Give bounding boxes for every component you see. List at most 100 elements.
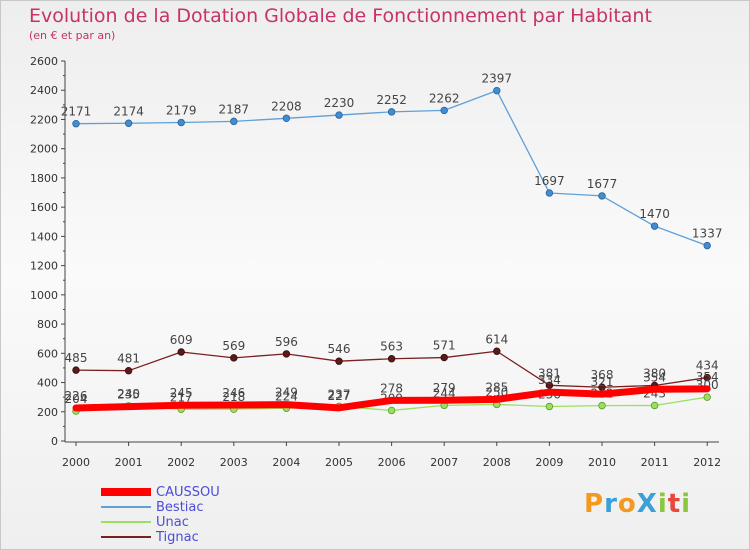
data-label-bestiac: 2252 <box>376 93 407 107</box>
data-point-bestiac <box>335 111 343 119</box>
y-tick-label: 200 <box>37 406 58 419</box>
data-label-tignac: 571 <box>433 339 456 353</box>
data-label-caussou: 235 <box>117 388 140 402</box>
data-label-bestiac: 1697 <box>534 174 565 188</box>
data-label-tignac: 569 <box>222 339 245 353</box>
data-label-tignac: 380 <box>643 366 666 380</box>
x-tick-label: 2008 <box>483 456 511 469</box>
data-point-tignac <box>387 355 396 363</box>
logo-letter: i <box>681 489 692 519</box>
legend-item-tignac: Tignac <box>101 530 361 545</box>
data-point-bestiac <box>440 106 448 115</box>
logo-letter: P <box>584 489 605 519</box>
data-label-tignac: 614 <box>485 332 508 346</box>
y-tick-label: 1800 <box>30 172 58 185</box>
logo-letter: r <box>604 489 618 519</box>
x-tick-label: 2005 <box>325 456 353 469</box>
data-label-bestiac: 2262 <box>429 91 460 105</box>
data-point-bestiac <box>282 114 291 122</box>
y-tick-label: 1200 <box>30 260 58 273</box>
data-label-bestiac: 2174 <box>113 104 144 118</box>
data-label-unac: 204 <box>65 392 88 406</box>
legend-swatch-unac <box>101 521 151 523</box>
y-tick-label: 2400 <box>30 84 58 97</box>
data-label-unac: 240 <box>117 387 140 401</box>
x-tick-label: 2012 <box>693 456 721 469</box>
x-tick-label: 2009 <box>535 456 563 469</box>
data-label-bestiac: 1470 <box>639 207 670 221</box>
y-tick-label: 1000 <box>30 289 58 302</box>
data-label-caussou: 334 <box>538 373 561 387</box>
logo-letter: t <box>667 489 682 519</box>
y-tick-label: 2200 <box>30 113 58 126</box>
data-label-tignac: 485 <box>65 351 88 365</box>
data-label-caussou: 321 <box>591 375 614 389</box>
series-line-caussou <box>72 385 711 412</box>
y-tick-label: 800 <box>37 318 58 331</box>
data-label-tignac: 434 <box>696 359 719 373</box>
data-label-caussou: 354 <box>643 370 666 384</box>
data-point-tignac <box>72 366 80 374</box>
data-point-tignac <box>545 381 554 390</box>
data-label-caussou: 285 <box>485 380 508 394</box>
data-point-bestiac <box>703 241 711 250</box>
x-tick-label: 2006 <box>378 456 406 469</box>
legend-label-bestiac: Bestiac <box>156 500 204 515</box>
x-tick-label: 2003 <box>220 456 248 469</box>
data-label-bestiac: 2179 <box>166 104 197 118</box>
data-point-tignac <box>230 354 238 362</box>
data-label-caussou: 226 <box>65 389 88 403</box>
data-label-tignac: 368 <box>591 368 614 382</box>
data-label-tignac: 481 <box>117 352 140 366</box>
data-label-bestiac: 2171 <box>61 105 92 119</box>
y-tick-label: 400 <box>37 377 58 390</box>
data-point-tignac <box>124 367 133 375</box>
data-point-bestiac <box>493 86 501 95</box>
data-label-bestiac: 2230 <box>324 96 355 110</box>
x-tick-label: 2010 <box>588 456 616 469</box>
data-point-unac <box>598 401 606 410</box>
data-label-tignac: 546 <box>328 342 351 356</box>
x-tick-label: 2007 <box>430 456 458 469</box>
data-point-tignac <box>598 383 606 391</box>
data-label-unac: 218 <box>222 390 245 404</box>
y-tick-label: 2000 <box>30 143 58 156</box>
logo-letter: i <box>657 489 668 519</box>
data-label-unac: 237 <box>328 387 351 401</box>
x-tick-label: 2002 <box>167 456 195 469</box>
data-label-unac: 217 <box>170 390 193 404</box>
y-tick-label: 2600 <box>30 55 58 68</box>
x-tick-label: 2001 <box>115 456 143 469</box>
legend-swatch-caussou <box>101 488 151 496</box>
legend-swatch-bestiac <box>101 506 151 508</box>
x-tick-label: 2011 <box>641 456 669 469</box>
legend-item-caussou: CAUSSOU <box>101 485 361 500</box>
data-point-bestiac <box>177 118 185 127</box>
data-point-bestiac <box>387 108 396 116</box>
data-label-caussou: 245 <box>170 386 193 400</box>
data-point-tignac <box>493 347 501 355</box>
legend-label-unac: Unac <box>156 515 189 530</box>
data-label-tignac: 609 <box>170 333 193 347</box>
chart-title: Evolution de la Dotation Globale de Fonc… <box>29 5 652 27</box>
data-point-bestiac <box>598 192 606 200</box>
data-point-bestiac <box>124 119 133 127</box>
data-point-bestiac <box>72 119 80 128</box>
data-label-bestiac: 2187 <box>219 102 250 116</box>
chart-subtitle: (en € et par an) <box>29 29 116 42</box>
data-label-caussou: 279 <box>433 381 456 395</box>
legend-label-tignac: Tignac <box>156 530 199 545</box>
legend-swatch-tignac <box>101 536 151 538</box>
y-tick-label: 1600 <box>30 201 58 214</box>
data-label-tignac: 381 <box>538 366 561 380</box>
legend-label-caussou: CAUSSOU <box>156 485 220 500</box>
data-label-tignac: 596 <box>275 335 298 349</box>
x-tick-label: 2000 <box>62 456 90 469</box>
data-point-tignac <box>335 357 343 365</box>
data-point-tignac <box>703 373 711 382</box>
data-point-tignac <box>282 350 291 358</box>
data-label-caussou: 227 <box>328 389 351 403</box>
data-label-bestiac: 2397 <box>482 72 513 86</box>
data-point-unac <box>545 402 554 411</box>
